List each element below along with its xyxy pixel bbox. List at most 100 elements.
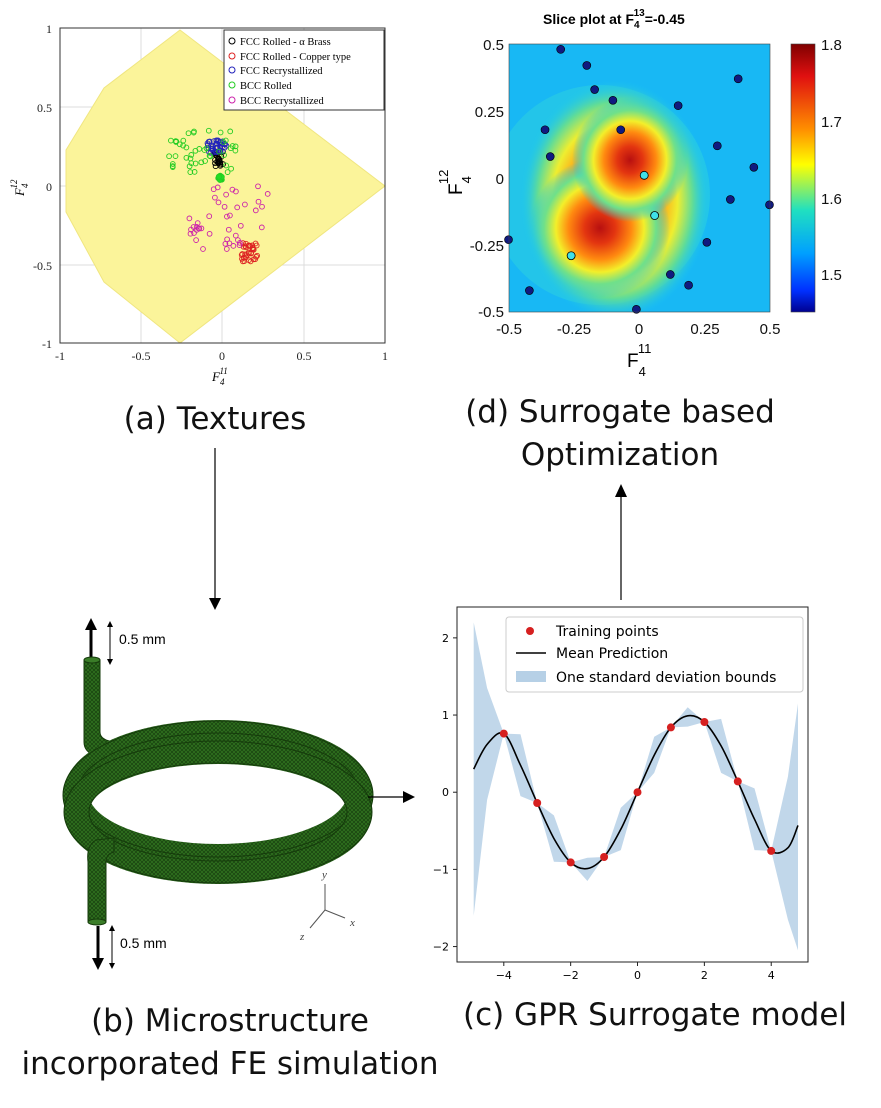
legend-marker-bcc-rolled	[228, 81, 236, 89]
texture-point	[230, 243, 237, 249]
texture-point	[255, 198, 262, 205]
panel-d-sample-points	[504, 45, 774, 314]
texture-point	[246, 242, 252, 249]
texture-point	[228, 165, 234, 172]
texture-point	[210, 149, 217, 156]
texture-point	[227, 212, 233, 219]
mean-prediction-line	[472, 714, 799, 870]
texture-point	[212, 157, 218, 163]
sample-point	[582, 61, 592, 70]
sample-point	[540, 125, 550, 135]
panel-d-ytick: -0.5	[478, 304, 504, 321]
texture-point	[221, 203, 228, 210]
ytick-label: 0	[442, 786, 449, 799]
texture-point	[218, 173, 225, 180]
texture-point	[245, 249, 252, 256]
texture-point	[193, 237, 199, 243]
texture-point	[235, 237, 241, 243]
texture-point	[221, 152, 227, 158]
texture-point	[214, 144, 221, 151]
sample-point	[504, 235, 513, 244]
caption-c: (c) GPR Surrogate model	[462, 997, 848, 1033]
texture-point	[213, 137, 220, 144]
texture-point	[194, 220, 201, 226]
texture-point	[217, 159, 224, 166]
texture-point	[169, 164, 176, 170]
panel-d-ytick: 0	[496, 171, 504, 188]
texture-point	[224, 169, 231, 175]
texture-point	[205, 142, 211, 149]
texture-point	[246, 257, 252, 263]
training-point	[633, 788, 642, 797]
panel-a-legend: FCC Rolled - α Brass FCC Rolled - Copper…	[228, 37, 351, 107]
texture-point	[206, 153, 213, 159]
texture-point	[264, 191, 271, 197]
texture-point	[237, 240, 243, 246]
legend-band-marker	[516, 671, 546, 682]
legend-training-marker	[526, 627, 534, 635]
texture-point	[216, 157, 223, 164]
training-point	[600, 853, 609, 861]
texture-point	[190, 129, 197, 136]
texture-point	[248, 250, 254, 257]
texture-point	[220, 148, 226, 155]
lower-lead-wire	[87, 837, 115, 923]
texture-point	[187, 230, 194, 237]
coil-turn-inner	[64, 740, 372, 884]
texture-point	[218, 153, 225, 160]
texture-point	[186, 163, 193, 170]
training-point	[666, 723, 675, 732]
texture-point	[212, 148, 219, 155]
ytick-label: 1	[442, 709, 449, 722]
texture-point	[217, 148, 224, 154]
texture-point	[214, 144, 221, 151]
texture-point	[220, 161, 227, 167]
panel-a-scatter-points	[166, 127, 271, 265]
texture-point	[242, 201, 248, 208]
panel-a-ytick: -1	[42, 337, 52, 351]
texture-point	[216, 148, 223, 155]
sample-point	[673, 101, 683, 110]
texture-point	[215, 160, 222, 167]
panel-c-legend-box	[505, 616, 804, 693]
texture-point	[195, 225, 202, 232]
panel-c-ticks: −4 −2 0 2 4 2 1 0 −1 −2	[433, 632, 775, 982]
texture-point	[219, 140, 225, 146]
texture-point	[206, 149, 212, 155]
texture-point	[225, 226, 232, 233]
caption-b-line2: incorporated FE simulation	[21, 1046, 439, 1082]
texture-point	[217, 145, 223, 151]
texture-point	[206, 138, 213, 145]
texture-point	[224, 213, 230, 220]
texture-point	[240, 258, 246, 265]
sample-point	[608, 95, 618, 105]
xtick-label: 4	[768, 969, 775, 982]
training-point	[499, 729, 508, 738]
texture-point	[223, 246, 230, 252]
panel-c-axes-frame	[456, 606, 809, 963]
panel-a-xtick: -1	[55, 349, 65, 363]
texture-point	[215, 199, 222, 206]
texture-point	[239, 256, 245, 262]
upper-lead-wire	[83, 659, 115, 757]
texture-point	[213, 137, 220, 144]
panel-d-colorbar	[790, 43, 816, 313]
sample-point	[726, 195, 735, 204]
training-point	[733, 777, 742, 786]
texture-point	[173, 139, 179, 145]
texture-point	[232, 147, 239, 154]
caption-d-line1: (d) Surrogate based	[465, 394, 775, 430]
panel-a-legend-box	[223, 29, 385, 111]
panel-d-heatmap	[509, 44, 770, 312]
texture-point	[226, 240, 233, 247]
ytick-label: 2	[442, 632, 449, 645]
texture-point	[217, 175, 224, 182]
axis-label-x: x	[349, 917, 355, 929]
texture-point	[191, 169, 198, 175]
panel-d-xtick: 0.5	[760, 321, 781, 338]
texture-point	[232, 143, 239, 150]
panel-d-title: Slice plot at F413=-0.45	[543, 8, 685, 31]
texture-point	[252, 240, 259, 247]
panel-d-axes-frame	[508, 43, 771, 313]
mean-line-path	[472, 714, 799, 870]
